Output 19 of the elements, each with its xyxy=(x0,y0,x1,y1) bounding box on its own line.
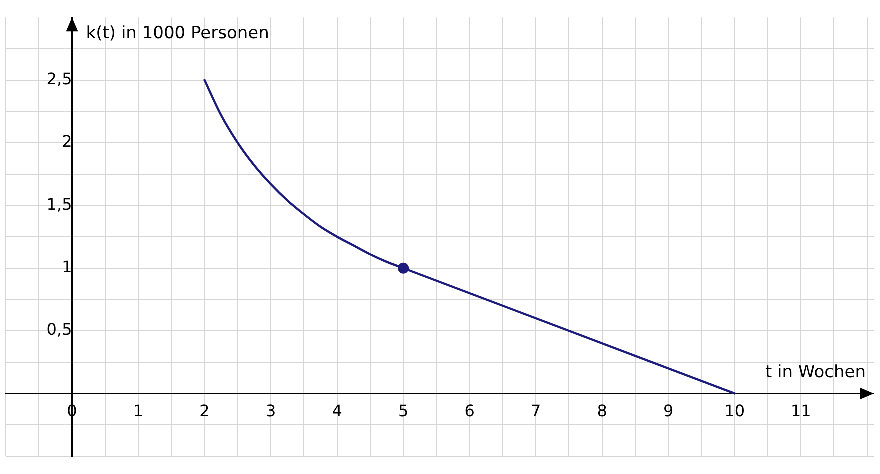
y-tick-label: 1 xyxy=(62,258,72,276)
y-tick-label: 0,5 xyxy=(46,320,72,340)
y-tick-label: 2,5 xyxy=(46,69,72,88)
y-tick-label: 2 xyxy=(62,132,72,152)
x-tick-label: 2 xyxy=(200,401,210,420)
x-tick-label: 3 xyxy=(266,401,276,420)
x-tick-label: 5 xyxy=(398,401,409,420)
x-tick-label: 1 xyxy=(133,401,144,420)
x-tick-label: 6 xyxy=(464,401,475,420)
x-tick-label: 7 xyxy=(530,401,542,420)
x-tick-label: 9 xyxy=(664,401,674,420)
x-tick-label: 4 xyxy=(332,401,342,420)
y-tick-label: 1,5 xyxy=(46,194,72,214)
x-axis-title: t in Wochen xyxy=(765,362,866,383)
x-tick-label: 8 xyxy=(597,401,608,420)
x-tick-label: 10 xyxy=(724,401,746,420)
y-axis-title: k(t) in 1000 Personen xyxy=(86,24,270,44)
x-tick-label: 11 xyxy=(790,401,812,420)
line-series xyxy=(204,79,736,395)
